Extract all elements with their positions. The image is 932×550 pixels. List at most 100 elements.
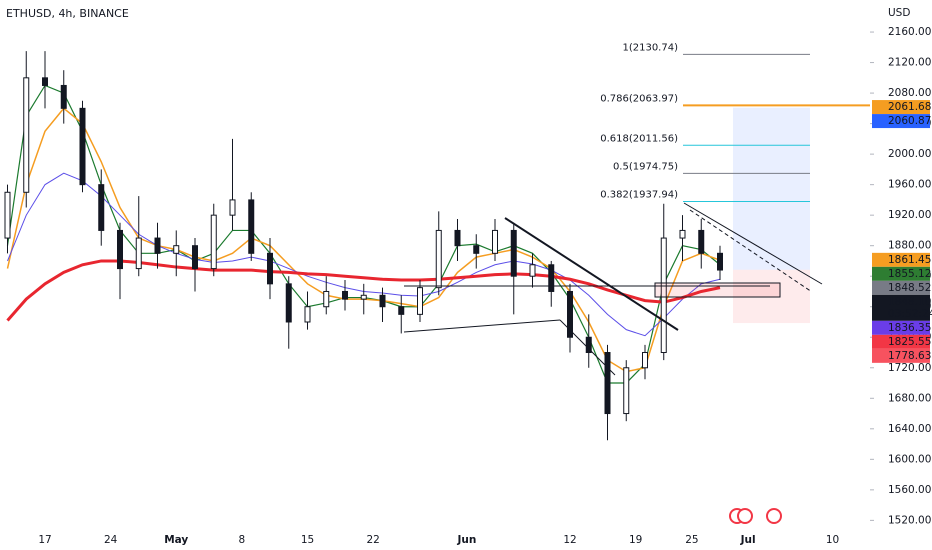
price-tag-label: 2061.68 [888,101,931,113]
price-tag [872,294,930,321]
candle-body [4,191,11,239]
x-tick-label: 24 [104,534,118,546]
event-icon [766,508,782,524]
price-tag-label: 1836.35 [888,322,931,334]
x-tick-label: May [164,534,188,546]
price-tag [872,348,930,363]
candle-body [135,237,142,270]
y-tick-label: 1680.00 [888,392,931,404]
x-tick-label: 19 [629,534,642,546]
candle-body [660,237,667,354]
x-tick-label: 12 [563,534,576,546]
candle-body [398,306,405,315]
price-tag-label: 1825.55 [888,336,931,348]
candle-body [285,283,292,323]
x-tick-label: 15 [301,534,314,546]
price-tag-label: 1778.63 [888,350,931,362]
price-tag [872,114,930,129]
drawings [403,202,823,376]
y-tick-label: 1720.00 [888,362,931,374]
candle-body [604,352,611,415]
x-tick-label: 25 [685,534,698,546]
axis-unit: USD [888,7,910,19]
fib-label: 0.618(2011.56) [600,133,678,144]
fib-label: 0.786(2063.97) [600,93,678,104]
candle-body [173,245,180,254]
zone-box [654,282,781,298]
price-tag-label: 1848.10 [888,296,931,308]
x-tick-label: 8 [239,534,246,546]
candle-body [342,290,348,300]
x-tick-label: Jun [456,534,476,546]
x-tick-label: Jul [740,534,756,546]
event-icons [729,508,782,524]
y-tick-label: 2080.00 [888,87,931,99]
y-tick-label: 1560.00 [888,484,931,496]
candle-body [623,367,630,415]
candle-body [192,245,198,270]
candle-body [642,352,648,369]
plot-area: 1(2130.74) 0.786(2063.97) 0.618(2011.56) 0.… [4,42,932,441]
moving-average [6,107,721,373]
y-tick-label: 2000.00 [888,148,931,160]
event-icon [737,508,753,524]
y-tick-label: 1880.00 [888,240,931,252]
y-tick-label: 1640.00 [888,423,931,435]
price-tag-label: 2060.87 [888,115,931,127]
chart-title: ETHUSD, 4h, BINANCE [6,7,129,20]
candle-body [154,237,161,254]
candle-body [529,264,536,277]
candle-body [379,294,386,308]
candle-body [267,252,273,285]
candle-body [473,245,480,254]
candle-body [229,199,236,216]
y-tick-label: 2160.00 [888,26,931,38]
candle-body [210,214,217,270]
price-tag [872,320,930,335]
price-tag [872,266,930,281]
price-tag-label: 1861.45 [888,254,931,266]
target-zone [733,107,810,270]
candle-body [42,77,48,86]
candle-body [454,229,461,247]
candle-body [510,229,517,277]
trend-line [689,209,813,293]
y-tick-label: 1600.00 [888,453,931,465]
candle-body [585,336,592,354]
candle-body [23,77,30,193]
price-tag [872,280,930,295]
trend-line [403,319,561,333]
candle-body [248,199,255,254]
x-tick-label: 22 [366,534,379,546]
y-tick-label: 1960.00 [888,179,931,191]
y-tick-label: 2120.00 [888,57,931,69]
price-tag [872,100,930,115]
candle-body [435,229,442,289]
y-tick-label: 1920.00 [888,209,931,221]
fib-label: 0.382(1937.94) [600,189,678,200]
candle-body [360,294,367,300]
candle-body [417,287,423,315]
candle-body [717,252,723,271]
candle-body [98,184,105,231]
trend-line [683,202,823,285]
stop-zone [733,269,810,324]
x-tick-label: 10 [826,534,839,546]
fib-label: 0.5(1974.75) [613,161,678,172]
price-tag-label: 1848.52 [888,282,931,294]
moving-average [6,259,721,322]
price-tag [872,334,930,349]
candle-body [304,306,311,323]
countdown-label: 03:52:24 [888,308,932,320]
moving-average [6,84,721,384]
candle-body [679,229,686,239]
y-tick-label: 1520.00 [888,514,931,526]
x-tick-label: 17 [38,534,51,546]
candle-body [79,107,86,186]
trend-line [559,319,616,376]
price-axis: 1520.00 1560.00 1600.00 1640.00 1680.00 1720.… [38,0,932,550]
candle-body [567,290,573,338]
price-tag-label: 1855.12 [888,268,931,280]
fib-label: 1(2130.74) [622,42,678,53]
